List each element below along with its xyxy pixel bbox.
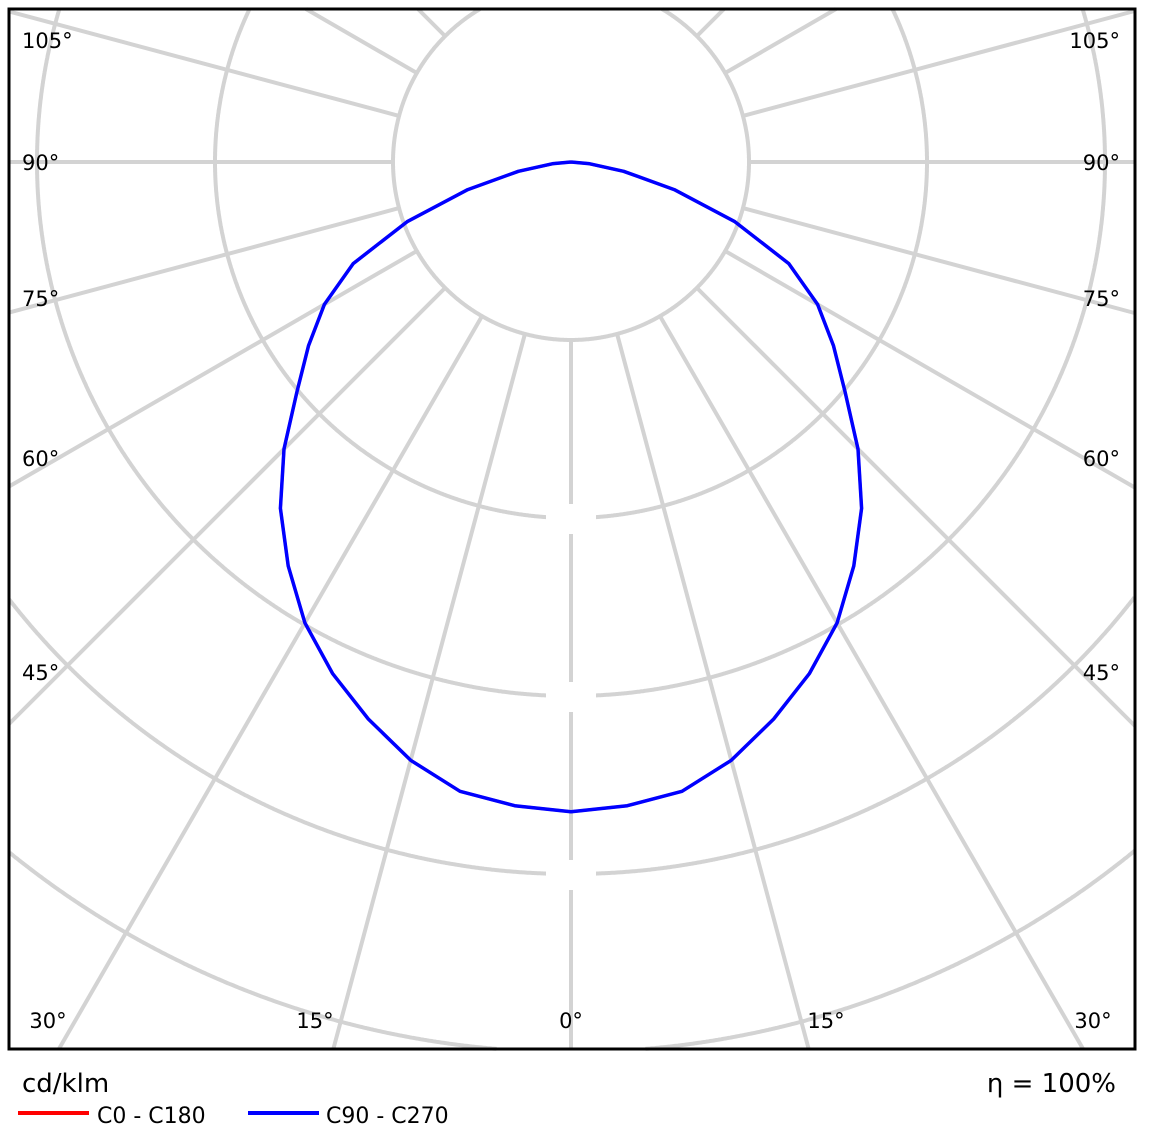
angle-label-right-90: 90° — [1083, 151, 1120, 175]
angle-label-right-45: 45° — [1083, 661, 1120, 685]
angle-label-bottom-15-left: 15° — [296, 1009, 333, 1033]
angle-label-right-105: 105° — [1069, 29, 1120, 53]
polar-grid — [7, 7, 1137, 1051]
radial-label-box — [546, 504, 596, 534]
angle-label-right-60: 60° — [1083, 447, 1120, 471]
grid-spoke — [724, 249, 1137, 490]
grid-spoke — [695, 7, 726, 38]
grid-spoke — [742, 206, 1136, 316]
grid-spoke — [724, 7, 838, 75]
grid-spoke — [8, 9, 400, 118]
grid-ring — [391, 7, 751, 342]
angle-labels: 105° 90° 75° 60° 45° 105° 90° 75° 60° 45… — [22, 29, 1120, 1033]
grid-spoke — [331, 333, 527, 1050]
grid-spoke — [615, 333, 811, 1050]
angle-label-right-75: 75° — [1083, 287, 1120, 311]
grid-ring — [35, 8, 1107, 698]
angle-label-left-90: 90° — [22, 151, 59, 175]
grid-spoke — [742, 8, 1136, 118]
legend-label-c0-c180: C0 - C180 — [97, 1104, 206, 1129]
grid-spoke — [7, 286, 447, 726]
angle-label-bottom-30-left: 30° — [29, 1009, 66, 1033]
grid-spoke — [7, 249, 418, 489]
radial-label-box — [546, 860, 596, 890]
grid-spoke — [695, 286, 1137, 728]
grid-ring — [8, 849, 1136, 1051]
intensity-curves — [278, 160, 864, 814]
legend-label-c90-c270: C90 - C270 — [326, 1104, 449, 1129]
unit-label: cd/klm — [22, 1069, 109, 1099]
grid-spoke — [57, 315, 484, 1051]
legend: C0 - C180 C90 - C270 — [18, 1104, 449, 1129]
angle-label-bottom-30-right: 30° — [1074, 1009, 1111, 1033]
radial-label-box — [546, 682, 596, 712]
grid-spoke — [658, 315, 1085, 1051]
efficiency-label: η = 100% — [987, 1069, 1116, 1099]
grid-ring — [7, 596, 1136, 876]
grid-spoke — [8, 206, 400, 315]
angle-label-bottom-15-right: 15° — [807, 1009, 844, 1033]
angle-label-left-75: 75° — [22, 287, 59, 311]
angle-label-left-45: 45° — [22, 661, 59, 685]
series-curve-c90-c270 — [278, 160, 864, 814]
plot-frame — [7, 7, 1137, 1051]
grid-spoke — [416, 7, 447, 38]
grid-ring — [213, 8, 929, 520]
angle-label-left-60: 60° — [22, 447, 59, 471]
grid-spoke — [304, 7, 418, 75]
angle-label-left-105: 105° — [22, 29, 73, 53]
angle-label-bottom-0: 0° — [559, 1009, 583, 1033]
